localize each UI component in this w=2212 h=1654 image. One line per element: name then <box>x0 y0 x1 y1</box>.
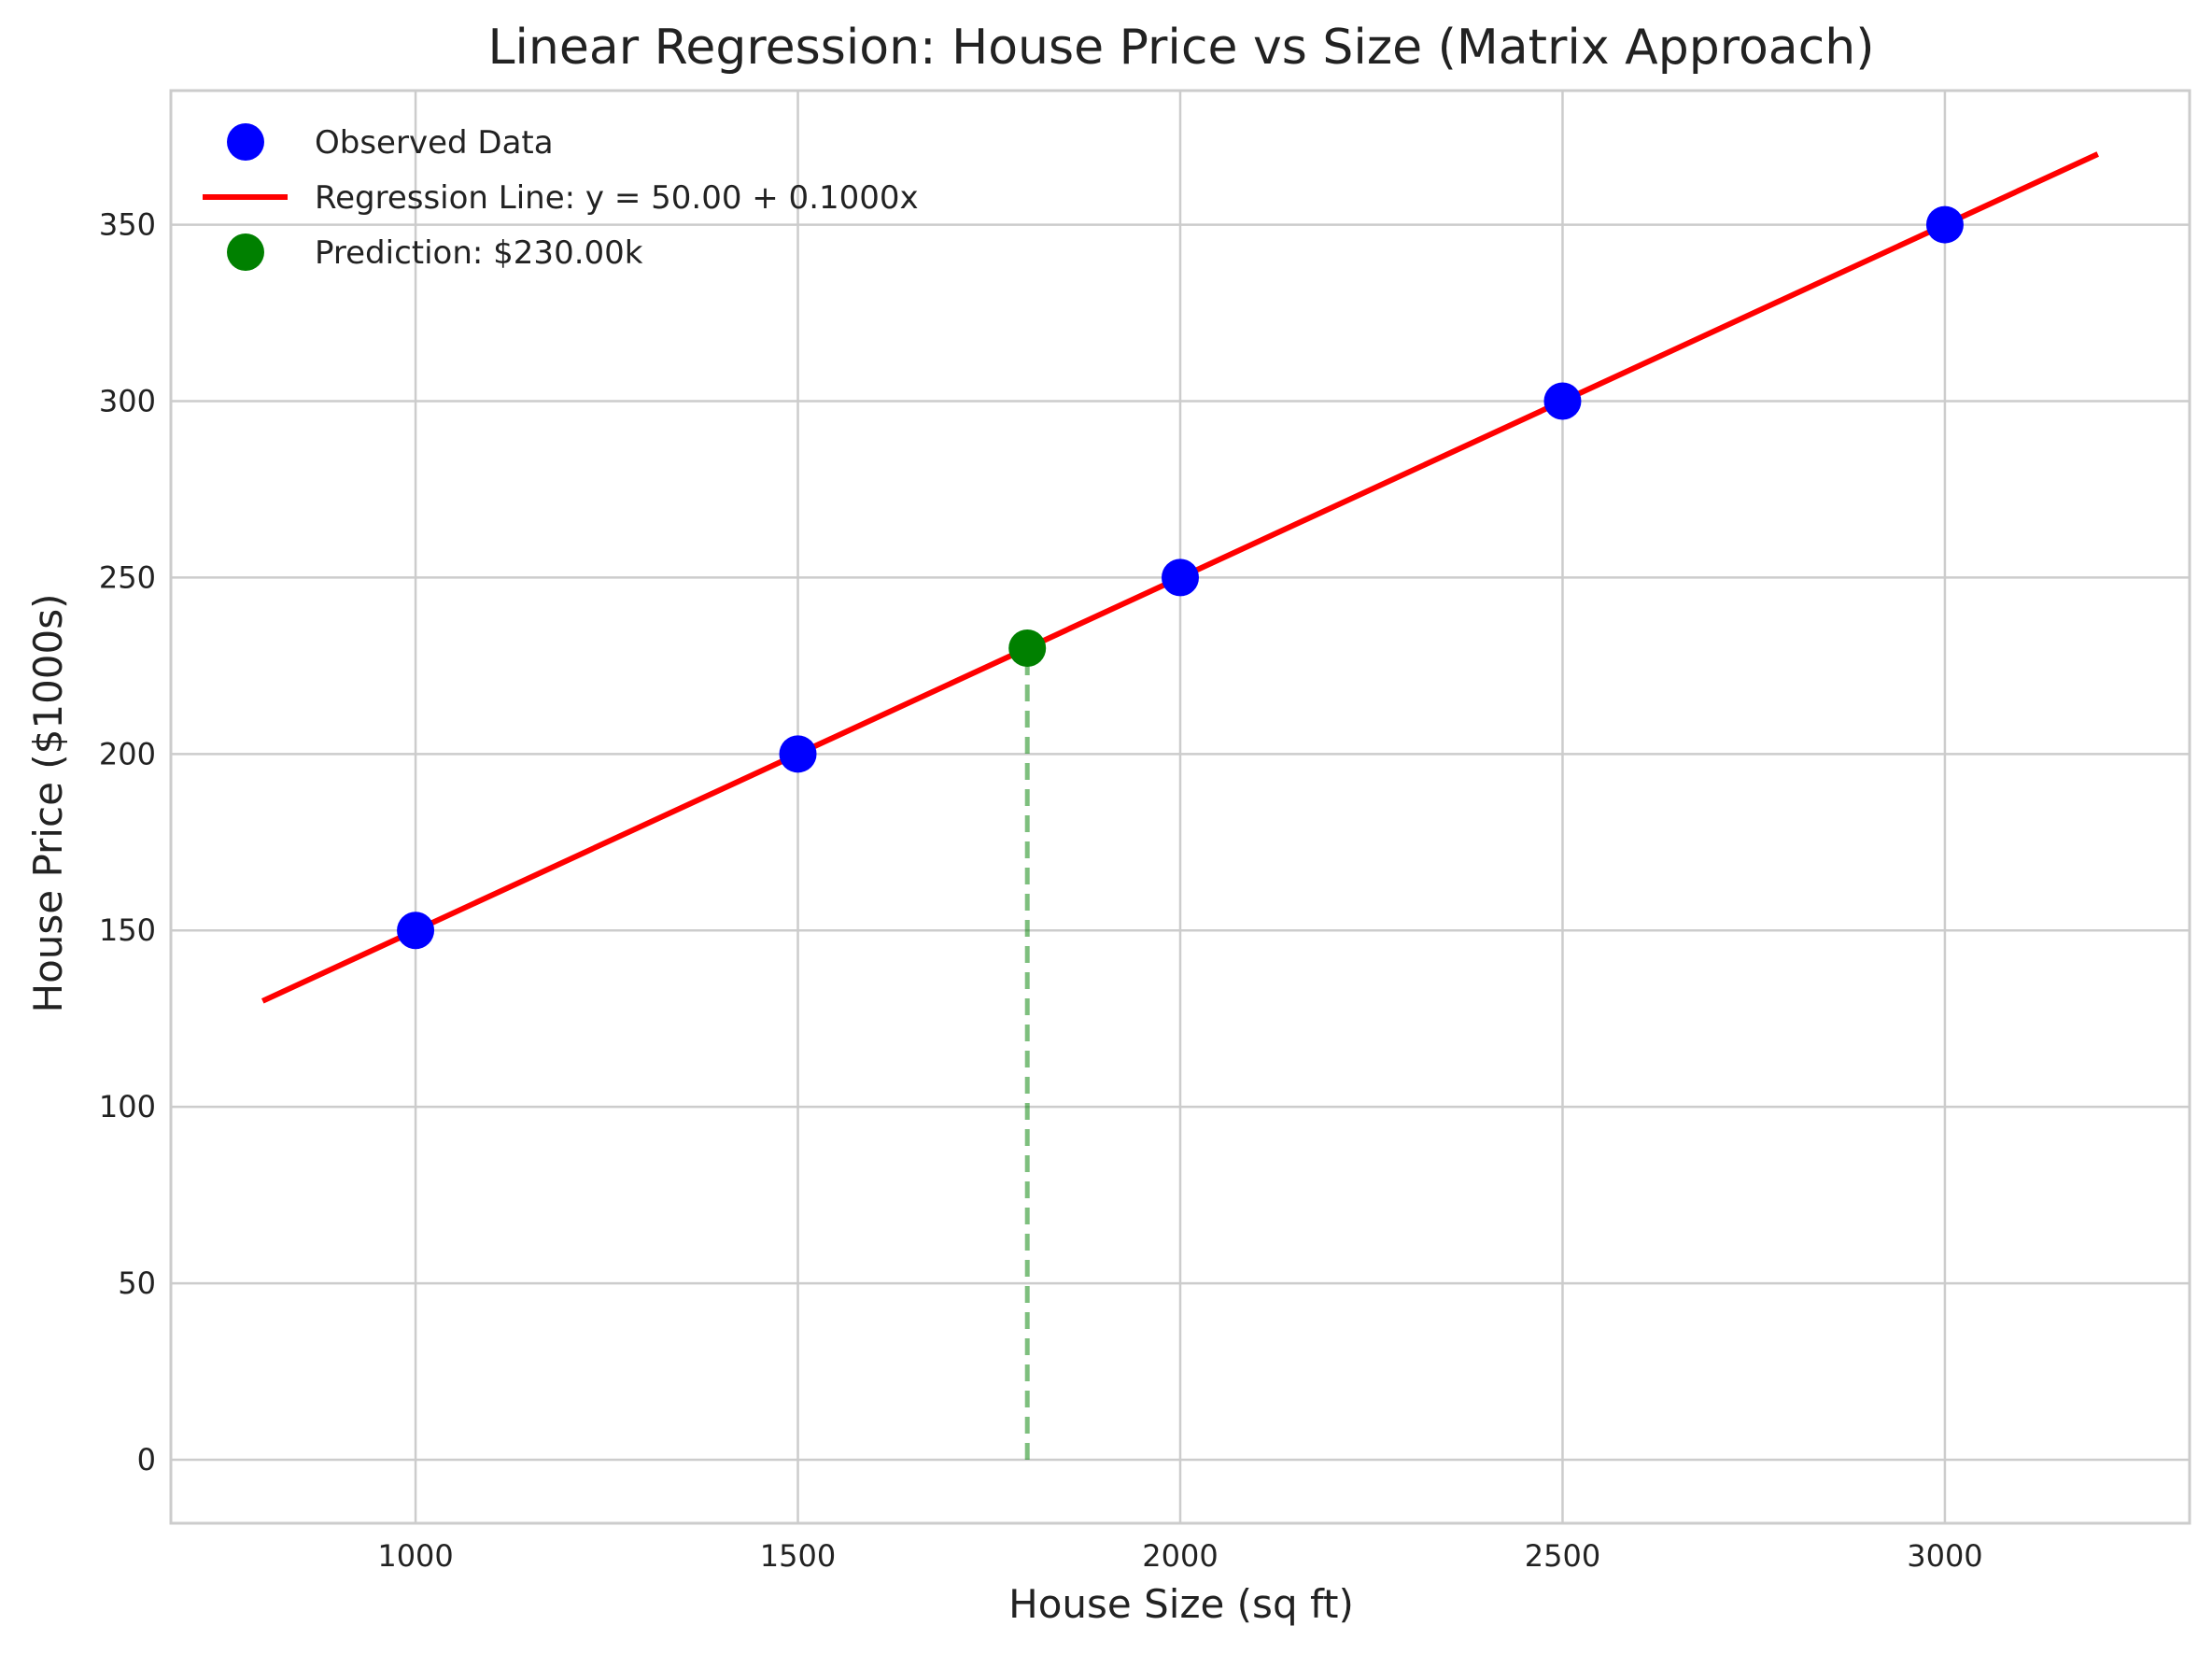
y-tick-label: 200 <box>99 736 156 771</box>
prediction-point <box>1008 629 1047 667</box>
observed-data-point <box>1543 382 1582 420</box>
y-tick-label: 50 <box>118 1265 156 1301</box>
y-axis-label: House Price ($1000s) <box>25 593 71 1012</box>
y-tick-label: 150 <box>99 912 156 948</box>
x-tick-labels: 1000 1500 2000 2500 3000 <box>377 1538 1982 1574</box>
observed-data-point <box>779 735 817 773</box>
y-tick-label: 250 <box>99 559 156 595</box>
legend-entry-label: Observed Data <box>315 124 554 162</box>
y-tick-label: 100 <box>99 1089 156 1124</box>
legend-entry-label: Prediction: $230.00k <box>315 234 643 272</box>
x-tick-label: 2000 <box>1142 1538 1218 1574</box>
observed-data-point <box>1925 205 1964 244</box>
legend-point-marker <box>227 123 264 161</box>
x-tick-label: 2500 <box>1525 1538 1600 1574</box>
observed-data-point <box>397 912 435 950</box>
plot-marks <box>261 151 2099 1460</box>
x-axis-label: House Size (sq ft) <box>1008 1581 1354 1627</box>
x-tick-label: 1000 <box>377 1538 453 1574</box>
plot-frame <box>169 89 2191 1525</box>
y-tick-labels: 0 50 100 150 200 250 300 350 <box>99 207 156 1477</box>
y-tick-label: 300 <box>99 383 156 418</box>
legend: Observed Data Regression Line: y = 50.00 … <box>203 123 919 272</box>
y-tick-label: 350 <box>99 207 156 243</box>
x-tick-label: 3000 <box>1907 1538 1982 1574</box>
legend-point-marker <box>227 233 264 271</box>
observed-data-point <box>1162 558 1199 597</box>
x-tick-label: 1500 <box>760 1538 836 1574</box>
y-tick-label: 0 <box>137 1442 156 1477</box>
legend-entry-label: Regression Line: y = 50.00 + 0.1000x <box>315 179 919 217</box>
chart-title: Linear Regression: House Price vs Size (… <box>487 20 1874 76</box>
